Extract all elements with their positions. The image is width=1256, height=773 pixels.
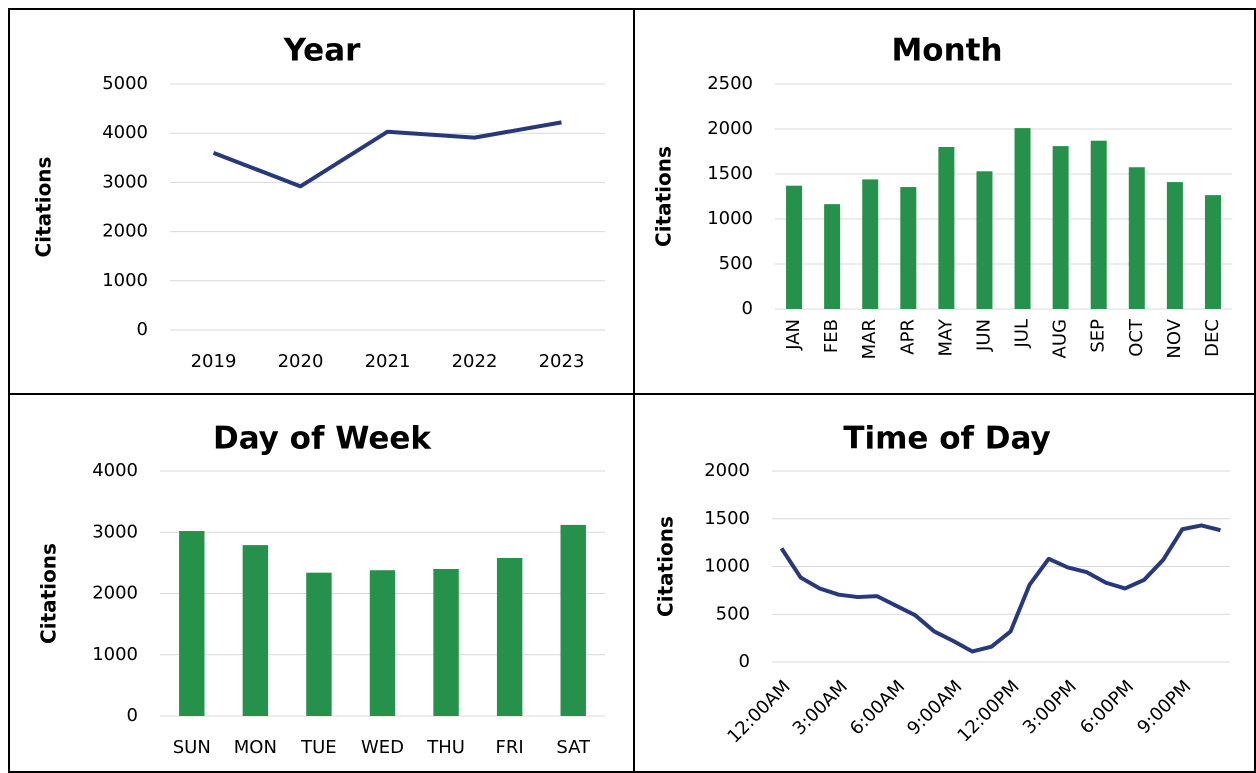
x-tick-label: 6:00AM xyxy=(846,676,909,739)
bar xyxy=(242,545,269,716)
y-tick-label: 4000 xyxy=(102,122,148,143)
bar xyxy=(306,572,332,716)
bar xyxy=(900,187,917,309)
x-tick-label: WED xyxy=(361,737,404,758)
y-tick-label: 1000 xyxy=(92,644,138,665)
y-tick-label: 1000 xyxy=(707,208,753,229)
bar xyxy=(179,531,205,716)
bar xyxy=(862,179,879,309)
y-tick-label: 1000 xyxy=(704,556,750,577)
x-tick-label: 12:00AM xyxy=(723,676,794,747)
bar xyxy=(1128,167,1145,309)
y-tick-label: 4000 xyxy=(92,460,138,481)
bar xyxy=(433,569,459,716)
x-tick-label: NOV xyxy=(1164,318,1185,358)
y-tick-label: 500 xyxy=(719,253,753,274)
x-tick-label: THU xyxy=(426,737,465,758)
bar xyxy=(1014,128,1031,309)
x-tick-label: SAT xyxy=(556,737,591,758)
x-tick-label: MAY xyxy=(935,318,956,356)
y-axis-label: Citations xyxy=(652,146,676,247)
bar xyxy=(938,147,955,309)
y-tick-label: 1500 xyxy=(707,163,753,184)
x-tick-label: OCT xyxy=(1126,318,1147,357)
bar xyxy=(786,185,803,309)
y-tick-label: 2000 xyxy=(92,583,138,604)
x-tick-label: 2019 xyxy=(191,351,237,372)
x-tick-label: JUN xyxy=(973,319,994,352)
y-axis-label: Citations xyxy=(654,516,678,617)
x-tick-label: 2022 xyxy=(452,351,498,372)
x-tick-label: MAR xyxy=(859,319,880,359)
y-tick-label: 0 xyxy=(739,651,750,672)
x-tick-label: SUN xyxy=(173,737,211,758)
x-tick-label: 2023 xyxy=(539,351,585,372)
x-tick-label: 9:00PM xyxy=(1133,676,1195,738)
line xyxy=(779,523,1221,654)
x-tick-label: TUE xyxy=(300,737,337,758)
y-tick-label: 2000 xyxy=(704,460,750,481)
y-tick-label: 2500 xyxy=(707,73,753,94)
x-tick-label: 2020 xyxy=(278,351,324,372)
y-axis-label: Citations xyxy=(37,543,61,644)
chart-title: Year xyxy=(283,33,362,69)
bar xyxy=(496,557,523,716)
frame xyxy=(8,8,1256,773)
y-tick-label: 5000 xyxy=(102,73,148,94)
y-tick-label: 2000 xyxy=(102,221,148,242)
chart-title: Month xyxy=(891,33,1002,69)
bar xyxy=(824,204,841,309)
x-tick-label: FEB xyxy=(821,319,842,353)
x-tick-label: JUL xyxy=(1012,319,1033,349)
chart-title: Time of Day xyxy=(843,421,1050,457)
chart-title: Day of Week xyxy=(213,421,432,457)
bar xyxy=(1090,140,1107,309)
y-tick-label: 1000 xyxy=(102,270,148,291)
y-axis-label: Citations xyxy=(32,157,56,258)
y-tick-label: 0 xyxy=(127,705,138,726)
x-tick-label: APR xyxy=(897,319,918,355)
x-tick-label: 3:00PM xyxy=(1019,676,1081,738)
y-tick-label: 0 xyxy=(742,298,753,319)
bar xyxy=(1204,195,1221,309)
x-tick-label: JAN xyxy=(783,319,804,351)
bar xyxy=(1166,182,1183,309)
y-tick-label: 3000 xyxy=(102,171,148,192)
line xyxy=(212,120,562,189)
x-tick-label: DEC xyxy=(1202,319,1223,357)
bar xyxy=(560,524,586,716)
y-tick-label: 0 xyxy=(137,319,148,340)
x-tick-label: FRI xyxy=(496,737,524,758)
y-tick-label: 3000 xyxy=(92,521,138,542)
y-tick-label: 2000 xyxy=(707,118,753,139)
x-tick-label: 12:00PM xyxy=(953,676,1023,746)
x-tick-label: 2021 xyxy=(365,351,411,372)
x-tick-label: 3:00AM xyxy=(789,676,852,739)
x-tick-label: SEP xyxy=(1088,319,1109,353)
x-tick-label: MON xyxy=(234,737,277,758)
bar xyxy=(976,171,993,309)
y-tick-label: 500 xyxy=(716,603,750,624)
x-tick-label: AUG xyxy=(1050,319,1071,358)
y-tick-label: 1500 xyxy=(704,508,750,529)
bar xyxy=(1052,146,1069,309)
bar xyxy=(369,570,396,716)
x-tick-label: 6:00PM xyxy=(1076,676,1138,738)
